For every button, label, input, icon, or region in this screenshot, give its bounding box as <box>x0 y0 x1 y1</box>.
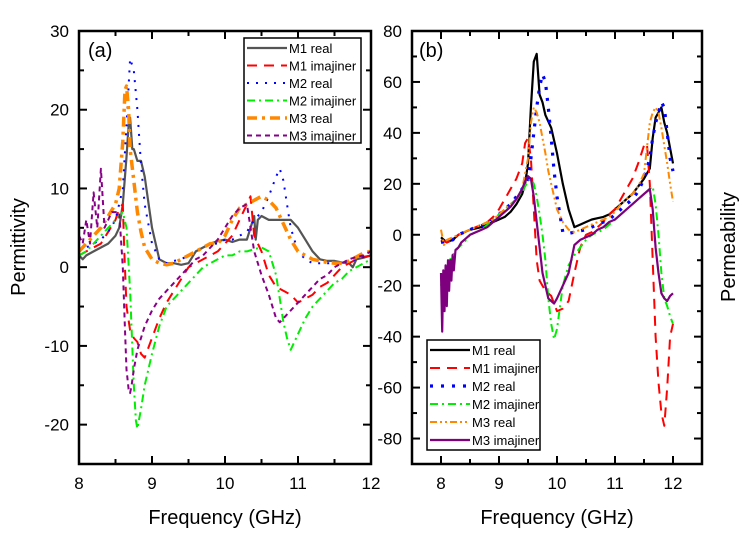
panel-a-series-m3-real <box>79 84 371 267</box>
panel-b-legend-label: M3 real <box>472 415 515 430</box>
panel-a-xtick-label: 9 <box>147 474 156 493</box>
panel-a-legend-box <box>243 37 362 144</box>
panel-b-ytick-label: 20 <box>383 175 402 194</box>
panel-b-series <box>439 52 675 427</box>
panel-a-ytick-label: 10 <box>50 179 69 198</box>
panel-a-legend-item: M3 real <box>247 111 332 126</box>
panel-b-label: (b) <box>419 40 443 62</box>
panel-b-xtick-label: 8 <box>436 474 445 493</box>
panel-b-series-m2-imajiner <box>440 177 674 341</box>
panel-b-legend: M1 real M1 imajiner M2 real M2 imajiner M3 r… <box>426 339 541 451</box>
panel-b-ytick-label: 40 <box>383 124 402 143</box>
panel-a-legend-label: M3 real <box>289 111 332 126</box>
panel-b-legend-item: M3 imajiner <box>430 433 540 448</box>
panel-b-series-m3-imajiner <box>439 175 674 333</box>
panel-a-series <box>79 57 371 430</box>
panel-b-legend-item: M1 imajiner <box>430 361 540 376</box>
panel-a-legend-label: M1 real <box>289 41 332 56</box>
panel-b-xtick-label: 12 <box>664 474 683 493</box>
panel-b-xtick-label: 10 <box>548 474 567 493</box>
panel-a-series-m3-imajiner <box>79 167 371 395</box>
panel-b-xtick-label: 9 <box>494 474 503 493</box>
panel-b-series-m3-real <box>440 106 674 246</box>
panel-a-ytick-label: 30 <box>50 22 69 41</box>
panel-b-legend-item: M3 real <box>430 415 515 430</box>
panel-b-legend-label: M1 imajiner <box>472 361 540 376</box>
panel-a-series-m2-imajiner <box>79 211 371 430</box>
panel-a-legend-item: M1 real <box>247 41 332 56</box>
panel-b-series-m2-real <box>440 72 675 244</box>
panel-a-xlabel: Frequency (GHz) <box>148 507 301 529</box>
panel-a-xtick-label: 12 <box>362 474 381 493</box>
panel-a-ytick-label: 0 <box>60 258 69 277</box>
panel-b-legend-item: M2 real <box>430 379 515 394</box>
panel-b-xlabel: Frequency (GHz) <box>480 507 633 529</box>
panel-a-ytick-label: -20 <box>44 416 69 435</box>
panel-a-legend-item: M3 imajiner <box>247 129 357 144</box>
panel-a-xtick-label: 10 <box>216 474 235 493</box>
panel-b: 8 9 10 11 12 -80 -60 -40 -20 0 20 40 60 80 (b) Freque… <box>377 22 740 529</box>
panel-a: 8 9 10 11 12 -20 -10 0 10 20 30 (a) Frequency (GHz… <box>8 22 380 529</box>
panel-a-legend-item: M1 imajiner <box>247 59 357 74</box>
panel-a-series-m1-imajiner <box>79 195 371 359</box>
panel-b-ytick-label: 80 <box>383 22 402 41</box>
panel-a-xtick-label: 11 <box>289 474 307 493</box>
panel-a-ticks: 8 9 10 11 12 -20 -10 0 10 20 30 <box>44 22 380 493</box>
panel-b-ylabel: Permeability <box>718 192 740 302</box>
panel-b-legend-item: M2 imajiner <box>430 397 540 412</box>
panel-a-legend-label: M1 imajiner <box>289 59 357 74</box>
panel-a-ylabel: Permittivity <box>8 198 30 296</box>
panel-b-ytick-label: -60 <box>377 379 402 398</box>
panel-b-legend-item: M1 real <box>430 343 515 358</box>
panel-b-xtick-label: 11 <box>606 474 624 493</box>
panel-b-legend-label: M3 imajiner <box>472 433 540 448</box>
panel-b-ytick-label: -20 <box>377 277 402 296</box>
panel-b-ytick-label: -80 <box>377 430 402 449</box>
panel-a-xtick-label: 8 <box>74 474 83 493</box>
panel-b-ytick-label: -40 <box>377 328 402 347</box>
panel-b-legend-label: M1 real <box>472 343 515 358</box>
panel-a-legend-label: M2 imajiner <box>289 94 357 109</box>
panel-a-legend-item: M2 real <box>247 76 332 91</box>
panel-a-legend-item: M2 imajiner <box>247 94 357 109</box>
panel-b-ticks: 8 9 10 11 12 -80 -60 -40 -20 0 20 40 60 80 <box>377 22 703 493</box>
panel-b-ytick-label: 60 <box>383 73 402 92</box>
panel-b-series-m1-real <box>440 52 675 244</box>
panel-a-legend-label: M3 imajiner <box>289 129 357 144</box>
panel-a-label: (a) <box>88 40 112 62</box>
panel-a-ytick-label: 20 <box>50 101 69 120</box>
panel-a-legend: M1 real M1 imajiner M2 real M2 imajiner M3 r… <box>243 37 362 144</box>
panel-a-ytick-label: -10 <box>44 337 69 356</box>
panel-b-legend-label: M2 imajiner <box>472 397 540 412</box>
panel-b-legend-box <box>426 339 541 451</box>
panel-b-series-m1-imajiner <box>440 137 674 427</box>
panel-b-legend-label: M2 real <box>472 379 515 394</box>
panel-b-ytick-label: 0 <box>393 226 402 245</box>
panel-a-legend-label: M2 real <box>289 76 332 91</box>
